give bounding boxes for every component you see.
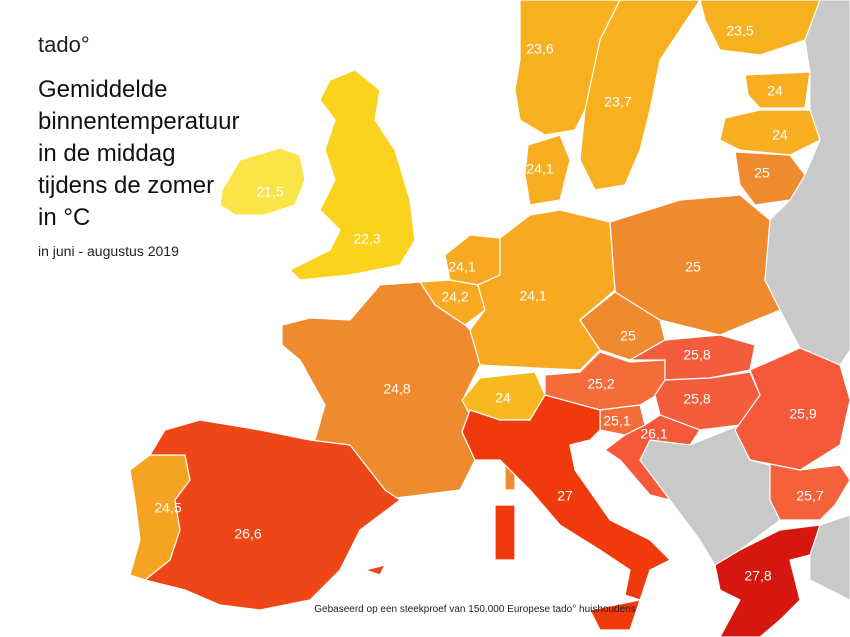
value-label: 24 — [772, 127, 788, 143]
footnote: Gebaseerd op een steekproef van 150.000 … — [314, 604, 635, 615]
value-label: 25,2 — [587, 376, 614, 392]
value-label: 23,6 — [526, 41, 553, 57]
value-label: 25 — [754, 165, 770, 181]
country — [719, 109, 821, 156]
value-label: 24,1 — [448, 259, 475, 275]
country — [579, 0, 701, 191]
title-line: binnentemperatuur — [38, 108, 239, 135]
country — [461, 394, 672, 631]
regions — [129, 0, 850, 637]
country — [744, 71, 811, 109]
value-label: 23,7 — [604, 94, 631, 110]
country — [469, 209, 616, 371]
value-label: 24,2 — [441, 289, 468, 305]
value-label: 26,6 — [234, 526, 261, 542]
country — [603, 414, 701, 501]
country — [734, 347, 850, 471]
value-label: 23,5 — [726, 23, 753, 39]
country — [219, 147, 306, 216]
country — [734, 151, 806, 206]
country — [288, 69, 416, 281]
value-label: 25,8 — [683, 347, 710, 363]
value-label: 24,1 — [519, 288, 546, 304]
brand: tado° — [38, 32, 90, 57]
value-label: 24 — [767, 83, 783, 99]
value-label: 24,1 — [526, 161, 553, 177]
labels: 23,6 23,7 23,5 24 24 25 24,1 21,5 22,3 24,1 24,2 24… — [154, 23, 823, 584]
title-line: Gemiddelde — [38, 76, 167, 103]
value-label: 25 — [620, 328, 636, 344]
value-label: 27,8 — [744, 568, 771, 584]
value-label: 21,5 — [256, 184, 283, 200]
title-line: in de middag — [38, 140, 175, 167]
subtitle: in juni - augustus 2019 — [38, 243, 179, 259]
value-label: 24,5 — [154, 500, 181, 516]
value-label: 24,8 — [383, 381, 410, 397]
country — [524, 134, 571, 206]
value-label: 26,1 — [640, 426, 667, 442]
title-line: in °C — [38, 204, 90, 231]
value-label: 25 — [685, 259, 701, 275]
value-label: 25,8 — [683, 391, 710, 407]
value-label: 25,9 — [789, 406, 816, 422]
country — [143, 419, 402, 611]
title-line: tijdens de zomer — [38, 172, 214, 199]
country — [699, 0, 821, 56]
value-label: 24 — [495, 390, 511, 406]
country — [714, 524, 821, 637]
country — [749, 459, 850, 521]
value-label: 27 — [557, 488, 573, 504]
value-label: 22,3 — [353, 231, 380, 247]
value-label: 25,1 — [603, 413, 630, 429]
value-label: 25,7 — [796, 488, 823, 504]
